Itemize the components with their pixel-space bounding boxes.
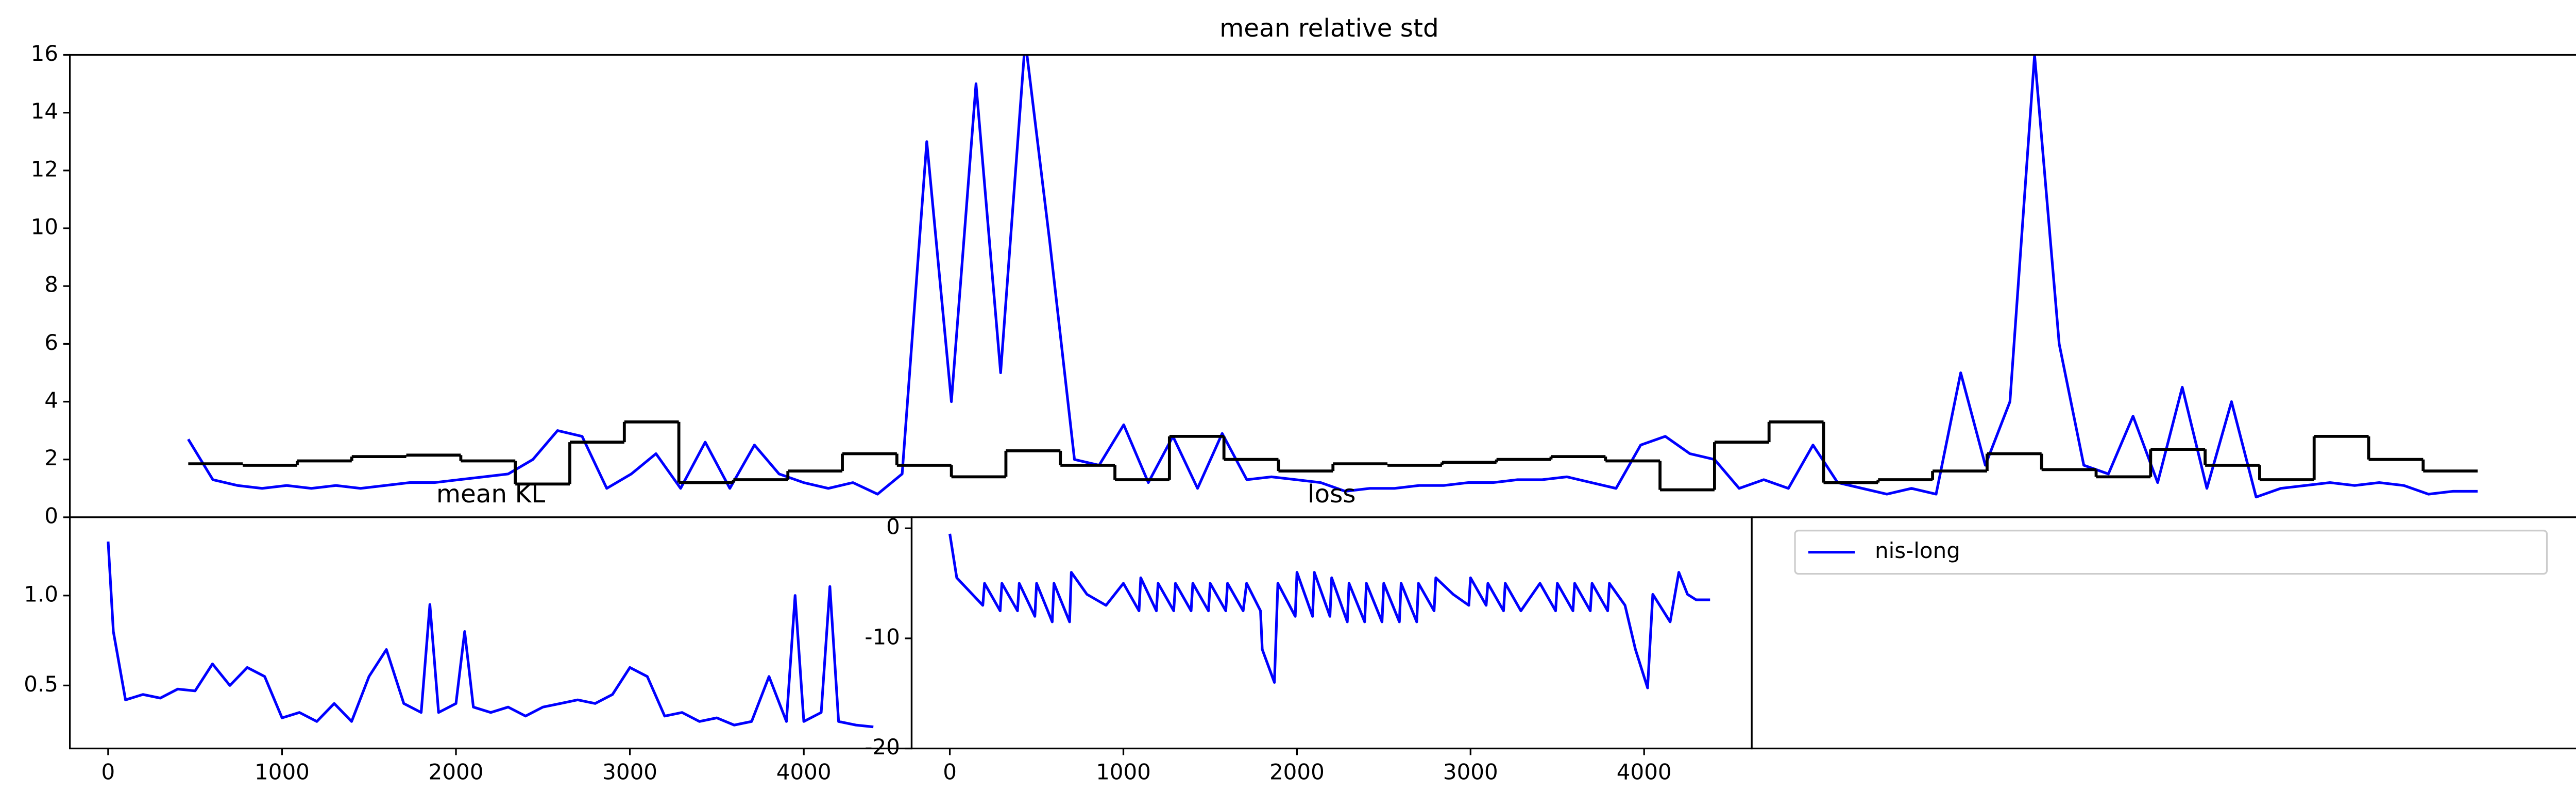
y-tick-label: 12 <box>31 156 58 181</box>
legend-label: nis-long <box>1875 538 1960 563</box>
x-tick-label: 3000 <box>1443 759 1498 784</box>
x-tick-label: 1000 <box>255 759 310 784</box>
y-tick-label: 0.5 <box>24 671 58 697</box>
chart-title: loss <box>1308 480 1356 509</box>
chart-title: mean relative std <box>1219 14 1439 43</box>
y-tick-label: 6 <box>44 330 58 355</box>
y-tick-label: 1.0 <box>24 581 58 606</box>
plot-area <box>948 533 1710 689</box>
y-tick-label: 4 <box>44 387 58 413</box>
x-tick-label: 0 <box>101 759 115 784</box>
line <box>107 541 874 729</box>
x-tick-label: 4000 <box>776 759 832 784</box>
line <box>948 533 1710 689</box>
y-tick-label: 16 <box>31 41 58 66</box>
x-tick-label: 4000 <box>1617 759 1672 784</box>
x-tick-label: 2000 <box>429 759 484 784</box>
axes-frame <box>1751 516 2576 750</box>
chart-title: mean KL <box>436 480 545 509</box>
y-tick-label: 0 <box>886 514 900 539</box>
legend-box <box>1794 530 2548 575</box>
x-tick-label: 2000 <box>1269 759 1325 784</box>
y-tick-label: 10 <box>31 214 58 240</box>
x-tick-label: 1000 <box>1096 759 1151 784</box>
plot-area <box>107 541 874 729</box>
x-tick-label: 0 <box>943 759 957 784</box>
plot-area <box>187 55 2478 499</box>
y-tick-label: 14 <box>31 98 58 124</box>
y-tick-label: 8 <box>44 272 58 297</box>
x-tick-label: 3000 <box>602 759 657 784</box>
y-tick-label: 0 <box>44 503 58 528</box>
y-tick-label: 2 <box>44 445 58 470</box>
y-tick-label: -10 <box>865 624 900 649</box>
y-tick-label: -20 <box>865 734 900 760</box>
